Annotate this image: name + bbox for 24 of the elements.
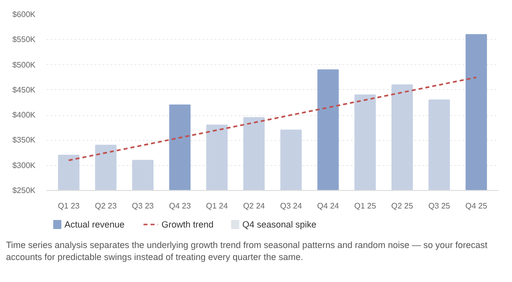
text: Time series analysis separates the underlying growth trend from seasonal patterns and random noise — so your forecast accounts for predictable swings instead of treating every quarter the same.	[6, 240, 488, 264]
y-tick-label: $600K	[12, 10, 36, 19]
x-tick-label: Q1 23	[58, 202, 80, 210]
x-tick-label: Q1 25	[354, 202, 377, 210]
y-tick-label: $400K	[12, 110, 36, 120]
x-tick-label: Q4 24	[317, 202, 340, 210]
x-tick-label: Q2 25	[391, 202, 414, 210]
x-tick-label: Q3 24	[280, 202, 302, 210]
legend-label: Actual revenue	[64, 220, 125, 230]
x-tick-label: Q2 23	[94, 202, 118, 210]
x-tick-label: Q4 23	[168, 202, 192, 210]
x-tick-label: Q3 25	[428, 202, 451, 210]
y-tick-label: $500K	[12, 60, 36, 70]
legend-label: Q4 seasonal spike	[242, 220, 316, 230]
y-tick-label: $450K	[12, 85, 36, 94]
y-tick-label: $300K	[12, 160, 36, 170]
x-tick-label: Q1 24	[206, 202, 228, 210]
y-tick-label: $550K	[12, 35, 36, 44]
y-tick-label: $250K	[12, 186, 36, 195]
y-tick-label: $350K	[12, 136, 36, 145]
legend-label: Growth trend	[162, 220, 214, 230]
x-tick-label: Q4 25	[465, 202, 488, 210]
x-tick-label: Q3 23	[132, 202, 154, 210]
x-tick-label: Q2 24	[243, 202, 266, 210]
